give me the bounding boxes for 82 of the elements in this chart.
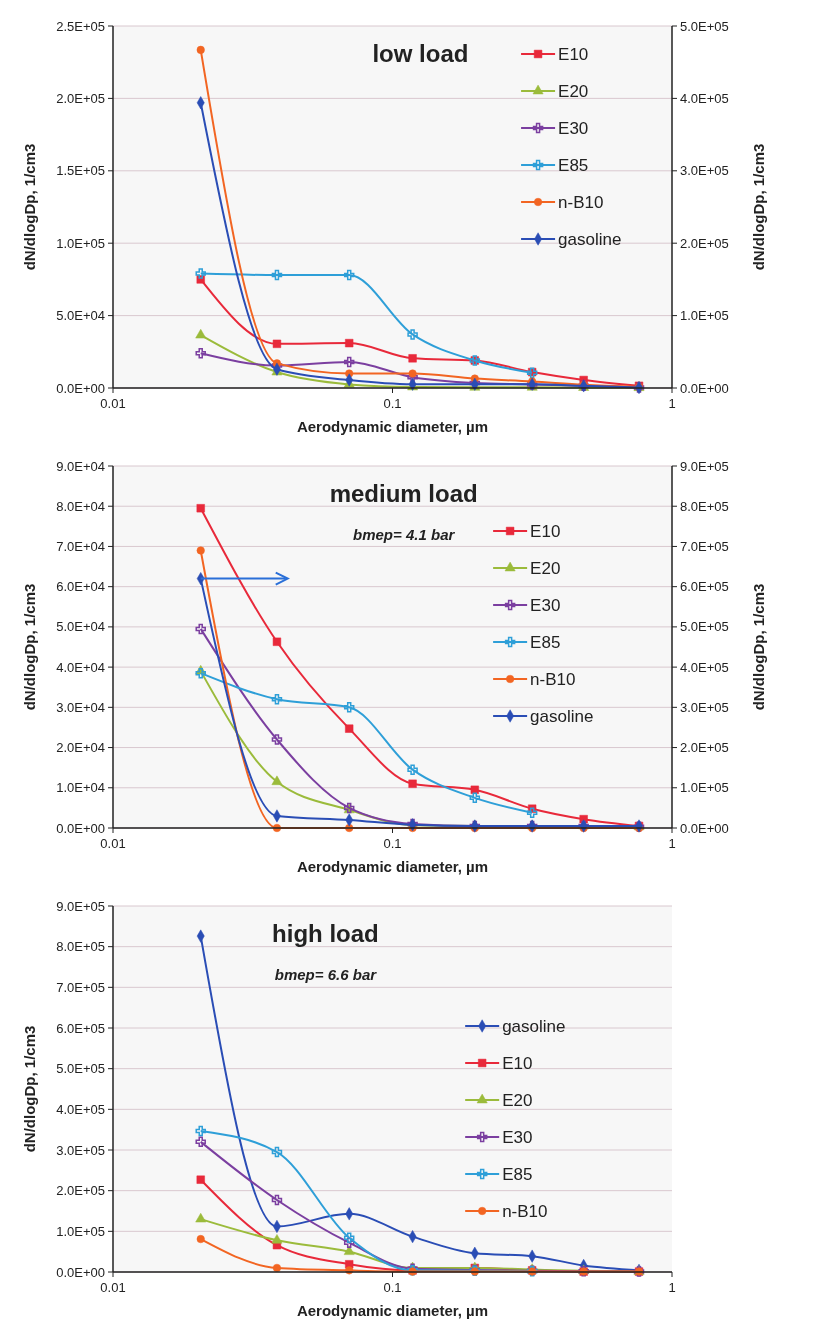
legend-label: gasoline <box>502 1017 566 1036</box>
x-tick-label: 0.1 <box>383 836 402 851</box>
y2-tick-label: 2.0E+05 <box>680 235 729 251</box>
y2-tick-label: 6.0E+05 <box>680 579 729 595</box>
x-tick-label: 0.1 <box>383 396 402 411</box>
legend-label: E85 <box>502 1165 533 1184</box>
y2-tick-label: 1.0E+05 <box>680 308 729 324</box>
y-tick-label: 2.0E+05 <box>56 90 105 106</box>
legend-label: E30 <box>502 1128 533 1147</box>
y2-tick-label: 2.0E+05 <box>680 740 729 756</box>
y2-tick-label: 1.0E+05 <box>680 780 729 796</box>
y-tick-label: 6.0E+05 <box>56 1020 105 1036</box>
y-tick-label: 1.0E+05 <box>56 235 105 251</box>
y-axis-title: dN/dlogDp, 1/cm3 <box>21 143 38 271</box>
x-tick-label: 1 <box>668 1280 676 1295</box>
x-tick-label: 1 <box>668 396 676 411</box>
y-tick-label: 2.0E+05 <box>56 1183 105 1199</box>
legend-label: E20 <box>558 82 589 101</box>
y-tick-label: 4.0E+05 <box>56 1101 105 1117</box>
x-axis-title: Aerodynamic diameter, µm <box>296 858 489 875</box>
x-tick-label: 0.01 <box>100 836 126 851</box>
legend-label: gasoline <box>558 230 622 249</box>
x-tick-label: 1 <box>668 836 676 851</box>
y2-axis-title: dN/dlogDp, 1/cm3 <box>750 143 767 271</box>
x-tick-label: 0.01 <box>100 1280 126 1295</box>
y-tick-label: 1.0E+04 <box>56 780 105 796</box>
y-tick-label: 8.0E+05 <box>56 939 105 955</box>
y2-tick-label: 0.0E+00 <box>680 380 729 396</box>
y-tick-label: 5.0E+04 <box>56 308 105 324</box>
y-tick-label: 7.0E+04 <box>56 538 105 554</box>
y-tick-label: 9.0E+05 <box>56 898 105 914</box>
y-axis-title: dN/dlogDp, 1/cm3 <box>21 583 38 711</box>
y-tick-label: 3.0E+04 <box>56 699 105 715</box>
y2-tick-label: 9.0E+05 <box>680 458 729 474</box>
y2-tick-label: 5.0E+05 <box>680 619 729 635</box>
legend-label: E20 <box>502 1091 533 1110</box>
y-tick-label: 9.0E+04 <box>56 458 105 474</box>
y-tick-label: 0.0E+00 <box>56 380 105 396</box>
legend-label: gasoline <box>530 707 594 726</box>
y-tick-label: 3.0E+05 <box>56 1142 105 1158</box>
x-tick-label: 0.1 <box>383 1280 402 1295</box>
legend-label: E85 <box>530 633 561 652</box>
y-tick-label: 1.5E+05 <box>56 163 105 179</box>
y-tick-label: 4.0E+04 <box>56 659 105 675</box>
y-tick-label: 2.0E+04 <box>56 740 105 756</box>
y2-tick-label: 0.0E+00 <box>680 820 729 836</box>
x-axis-title: Aerodynamic diameter, µm <box>296 1302 489 1319</box>
y2-tick-label: 8.0E+05 <box>680 498 729 514</box>
y2-tick-label: 4.0E+05 <box>680 659 729 675</box>
legend-label: E10 <box>558 45 589 64</box>
text: low load <box>372 40 469 67</box>
legend-label: E85 <box>558 156 589 175</box>
y-tick-label: 1.0E+05 <box>56 1223 105 1239</box>
text: medium load <box>329 480 478 507</box>
legend-label: E30 <box>558 119 589 138</box>
y2-tick-label: 3.0E+05 <box>680 163 729 179</box>
x-axis-title: Aerodynamic diameter, µm <box>296 418 489 435</box>
y2-tick-label: 7.0E+05 <box>680 538 729 554</box>
y-axis-title: dN/dlogDp, 1/cm3 <box>21 1025 38 1153</box>
y-tick-label: 0.0E+00 <box>56 1264 105 1280</box>
annotation: bmep= 4.1 bar <box>353 526 456 543</box>
y-tick-label: 0.0E+00 <box>56 820 105 836</box>
legend-label: n-B10 <box>558 193 604 212</box>
y2-axis-title: dN/dlogDp, 1/cm3 <box>750 583 767 711</box>
legend-label: n-B10 <box>502 1202 548 1221</box>
y-tick-label: 5.0E+04 <box>56 619 105 635</box>
x-tick-label: 0.01 <box>100 396 126 411</box>
legend-label: n-B10 <box>530 670 576 689</box>
legend-label: E20 <box>530 559 561 578</box>
y-tick-label: 8.0E+04 <box>56 498 105 514</box>
annotation: bmep= 6.6 bar <box>274 966 378 983</box>
y-tick-label: 7.0E+05 <box>56 979 105 995</box>
legend-label: E10 <box>502 1054 533 1073</box>
y2-tick-label: 4.0E+05 <box>680 90 729 106</box>
y2-tick-label: 5.0E+05 <box>680 18 729 34</box>
y-tick-label: 5.0E+05 <box>56 1061 105 1077</box>
legend-label: E30 <box>530 596 561 615</box>
y-tick-label: 2.5E+05 <box>56 18 105 34</box>
legend-label: E10 <box>530 522 561 541</box>
y2-tick-label: 3.0E+05 <box>680 699 729 715</box>
text: high load <box>272 920 379 947</box>
y-tick-label: 6.0E+04 <box>56 579 105 595</box>
